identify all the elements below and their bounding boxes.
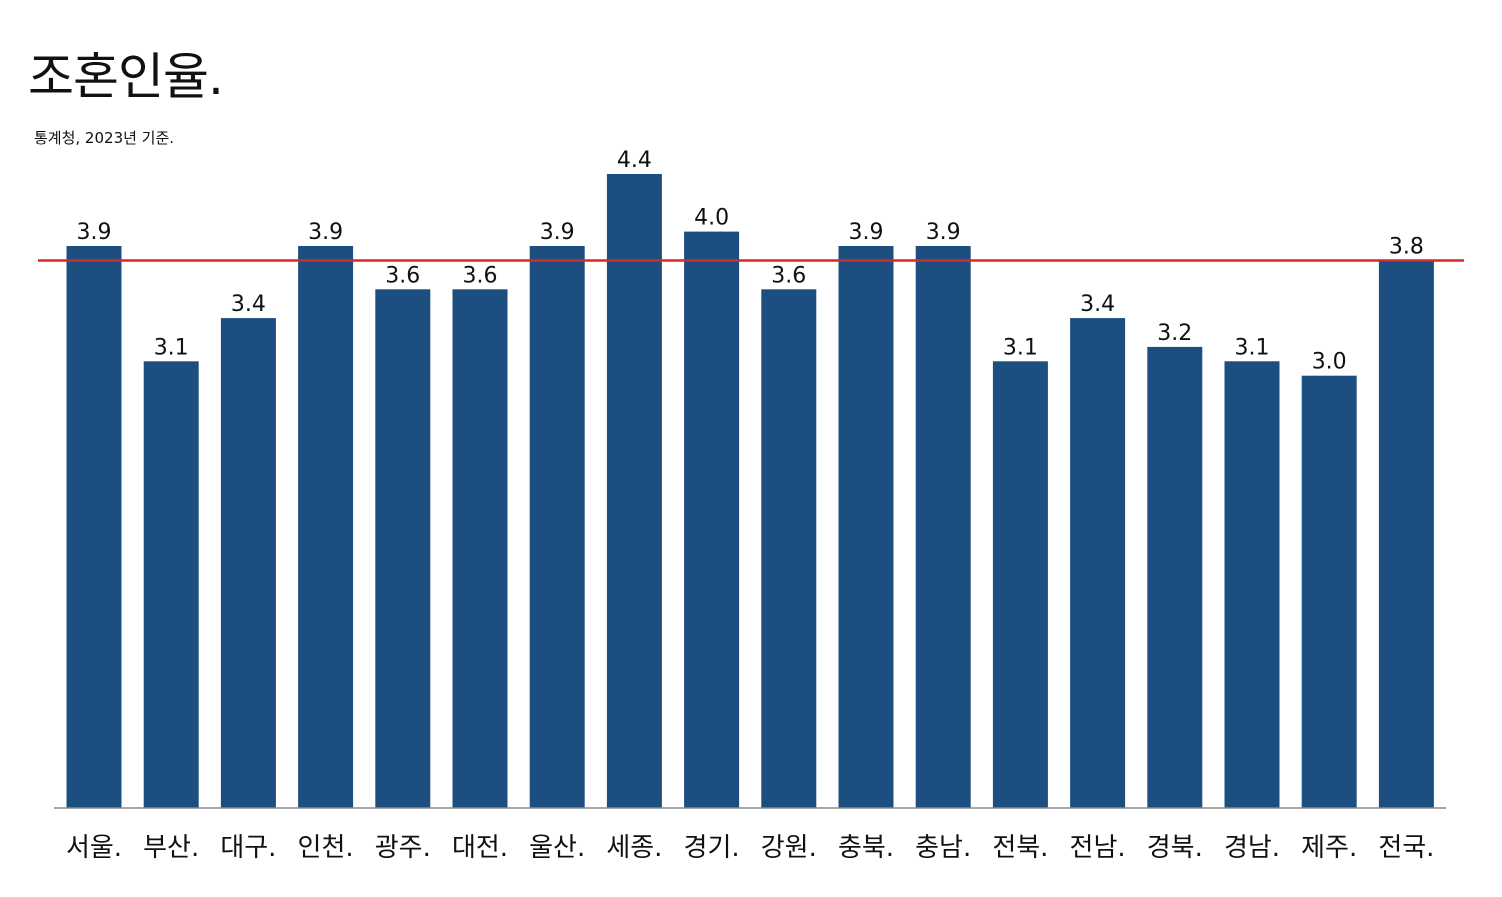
bar — [1147, 346, 1203, 808]
value-label: 3.1 — [154, 335, 189, 360]
x-tick-label: 강원. — [761, 833, 817, 863]
value-label: 4.4 — [617, 148, 652, 173]
bar — [992, 361, 1048, 808]
value-label: 3.1 — [1235, 335, 1270, 360]
bar — [375, 289, 431, 808]
chart-title: 조혼인율. — [28, 48, 224, 106]
x-tick-label: 충북. — [838, 833, 894, 863]
bar — [529, 246, 585, 808]
value-label: 3.8 — [1389, 235, 1424, 260]
bar — [1070, 318, 1126, 808]
x-tick-label: 부산. — [143, 833, 199, 863]
value-label: 3.9 — [308, 220, 343, 245]
bar — [838, 246, 894, 808]
x-tick-label: 대구. — [220, 833, 276, 863]
bars-group — [66, 174, 1434, 809]
x-tick-label: 세종. — [606, 833, 662, 863]
value-label: 3.6 — [463, 263, 498, 288]
x-tick-label: 경북. — [1147, 833, 1203, 863]
value-label: 3.0 — [1312, 350, 1347, 375]
x-tick-label: 충남. — [915, 833, 971, 863]
value-label: 3.6 — [385, 263, 420, 288]
x-tick-label: 전국. — [1378, 833, 1434, 863]
bar — [1378, 260, 1434, 808]
bar — [143, 361, 199, 808]
value-label: 3.9 — [849, 220, 884, 245]
value-label: 3.1 — [1003, 335, 1038, 360]
x-tick-label: 전남. — [1070, 833, 1126, 863]
x-tick-label: 울산. — [529, 833, 585, 863]
bar — [915, 246, 971, 808]
value-label: 3.9 — [926, 220, 961, 245]
x-tick-label: 경기. — [684, 833, 740, 863]
x-tick-label: 광주. — [375, 833, 431, 863]
value-label: 4.0 — [694, 206, 729, 231]
bar — [452, 289, 508, 808]
x-tick-label: 인천. — [298, 833, 354, 863]
x-tick-label: 전북. — [992, 833, 1048, 863]
x-tick-label: 대전. — [452, 833, 508, 863]
value-label: 3.6 — [771, 263, 806, 288]
value-label: 3.4 — [231, 292, 266, 317]
x-tick-label: 제주. — [1301, 833, 1357, 863]
bar — [298, 246, 354, 808]
value-label: 3.2 — [1157, 321, 1192, 346]
x-tick-label: 경남. — [1224, 833, 1280, 863]
chart-subtitle: 통계청, 2023년 기준. — [34, 129, 175, 147]
bar — [606, 174, 662, 808]
value-labels-group: 3.9 3.1 3.4 3.9 3.6 3.6 3.9 4.4 4.0 3.6 3.9 3.9 3.1 3… — [77, 148, 1424, 375]
bar — [1224, 361, 1280, 808]
bar — [684, 231, 740, 809]
x-tick-label: 서울. — [66, 833, 122, 863]
bar — [761, 289, 817, 808]
value-label: 3.9 — [77, 220, 112, 245]
bar — [66, 246, 122, 808]
value-label: 3.4 — [1080, 292, 1115, 317]
bar — [1301, 375, 1357, 808]
tick-labels-group: 서울. 부산. 대구. 인천. 광주. 대전. 울산. 세종. 경기. 강원. 충북. 충남. 전북. 전… — [66, 833, 1435, 863]
value-label: 3.9 — [540, 220, 575, 245]
bar — [220, 318, 276, 808]
